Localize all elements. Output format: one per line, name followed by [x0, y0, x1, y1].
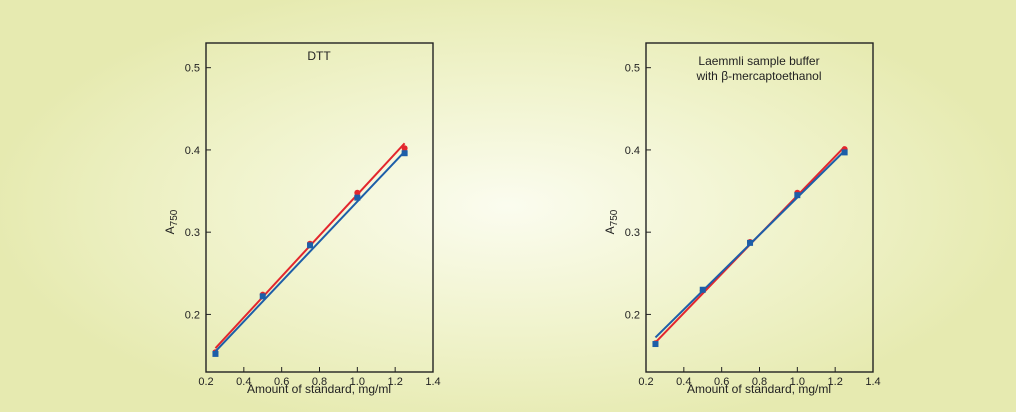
- chart-title-line: with β-mercaptoethanol: [696, 69, 822, 83]
- fit-line: [214, 150, 406, 353]
- y-tick-label: 0.2: [185, 309, 200, 321]
- y-tick-label: 0.4: [185, 145, 200, 157]
- x-tick-label: 1.0: [790, 376, 805, 388]
- x-tick-label: 0.6: [274, 376, 289, 388]
- data-point: [841, 149, 848, 156]
- chart-panel-dtt: DTT Amount of standard, mg/ml A750 0.2 0.…: [163, 42, 441, 396]
- x-tick-label: 0.2: [198, 376, 213, 388]
- x-ticks: 0.2 0.4 0.6 0.8 1.0 1.2 1.4: [638, 367, 881, 388]
- data-point: [401, 145, 408, 152]
- x-tick-label: 1.4: [425, 376, 440, 388]
- chart-title-line: DTT: [307, 49, 331, 63]
- x-tick-label: 0.6: [714, 376, 729, 388]
- data-point: [747, 239, 754, 246]
- y-axis-label-subscript: 750: [609, 209, 620, 226]
- y-tick-label: 0.3: [185, 227, 200, 239]
- data-point: [794, 192, 801, 199]
- x-tick-label: 0.4: [236, 376, 251, 388]
- x-tick-label: 1.4: [865, 376, 880, 388]
- series-group: [652, 145, 848, 348]
- data-point: [401, 150, 408, 157]
- x-tick-label: 0.8: [312, 376, 327, 388]
- x-tick-label: 0.2: [638, 376, 653, 388]
- x-tick-label: 1.2: [828, 376, 843, 388]
- x-tick-label: 1.2: [388, 376, 403, 388]
- chart-panel-laemmli: Laemmli sample buffer with β-mercaptoeth…: [603, 42, 881, 396]
- y-ticks: 0.2 0.3 0.4 0.5: [185, 63, 211, 321]
- data-point: [307, 242, 314, 249]
- y-axis-label-main: A: [163, 226, 177, 234]
- x-tick-label: 1.0: [350, 376, 365, 388]
- data-point: [259, 293, 266, 300]
- series-group: [212, 142, 408, 357]
- y-axis-label-subscript: 750: [169, 209, 180, 226]
- data-point: [354, 194, 361, 201]
- blue-series: [212, 150, 408, 357]
- data-point: [699, 286, 706, 293]
- x-ticks: 0.2 0.4 0.6 0.8 1.0 1.2 1.4: [198, 367, 441, 388]
- data-point: [354, 189, 361, 196]
- y-axis-label: A750: [163, 209, 180, 234]
- chart-title-line: Laemmli sample buffer: [698, 54, 819, 68]
- y-ticks: 0.2 0.3 0.4 0.5: [625, 63, 651, 321]
- y-tick-label: 0.3: [625, 227, 640, 239]
- y-axis-label-main: A: [603, 226, 617, 234]
- x-axis-label: Amount of standard, mg/ml: [687, 382, 831, 396]
- x-tick-label: 0.4: [676, 376, 691, 388]
- y-tick-label: 0.2: [625, 309, 640, 321]
- data-point: [212, 350, 219, 357]
- y-axis-label: A750: [603, 209, 620, 234]
- blue-series: [652, 149, 848, 348]
- x-axis-label: Amount of standard, mg/ml: [247, 382, 391, 396]
- data-point: [652, 341, 659, 348]
- y-tick-label: 0.4: [625, 145, 640, 157]
- y-tick-label: 0.5: [185, 63, 200, 75]
- y-tick-label: 0.5: [625, 63, 640, 75]
- x-tick-label: 0.8: [752, 376, 767, 388]
- plot-frame: [645, 42, 874, 373]
